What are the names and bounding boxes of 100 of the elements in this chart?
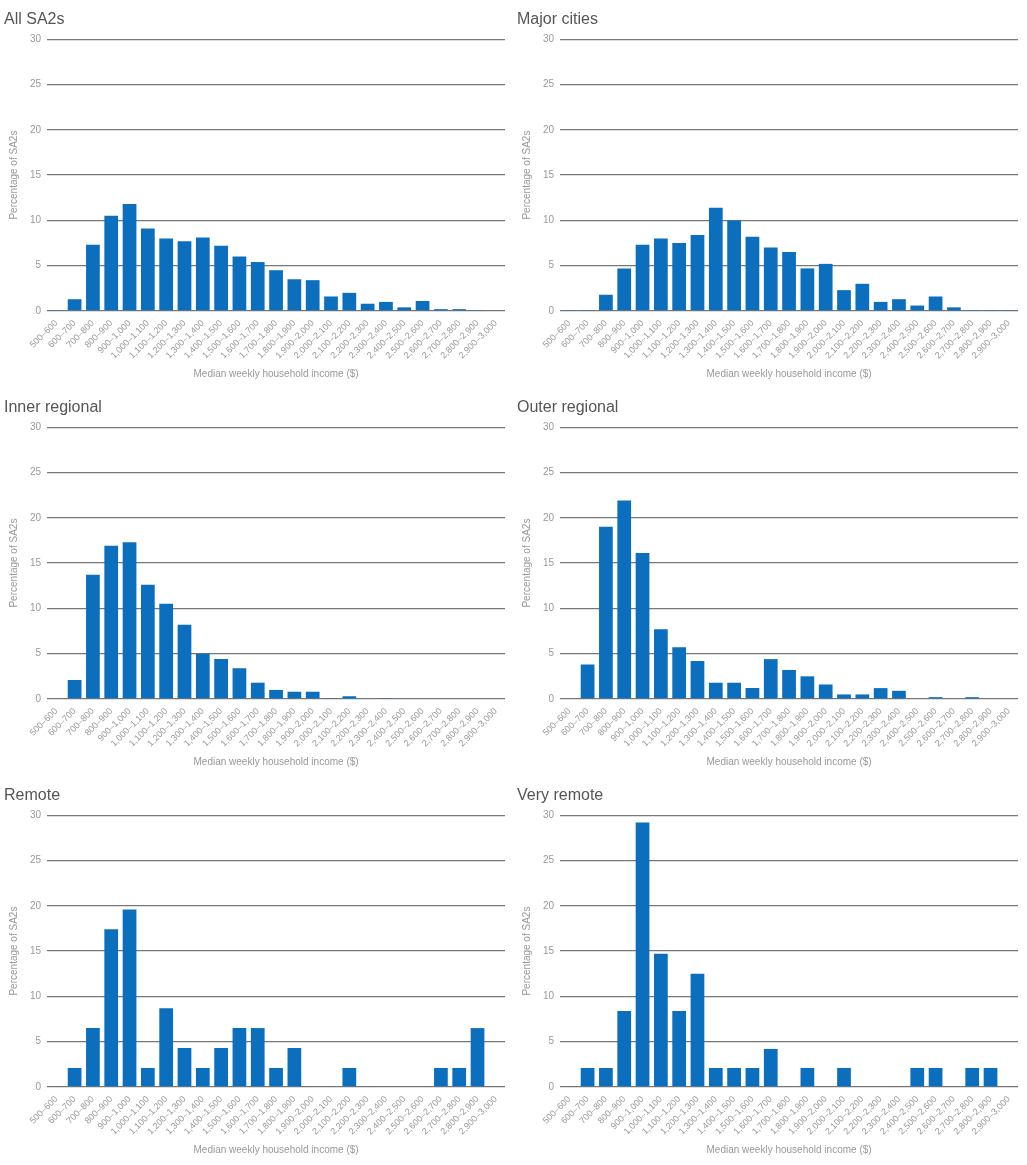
bar xyxy=(360,303,375,311)
bar xyxy=(708,682,723,699)
bar xyxy=(470,1028,485,1087)
bar xyxy=(690,973,705,1087)
bar xyxy=(67,679,82,699)
bar xyxy=(214,1048,228,1087)
bar xyxy=(195,1067,210,1087)
bar xyxy=(727,220,741,311)
bar xyxy=(86,244,100,311)
bar xyxy=(855,283,870,311)
bar xyxy=(580,1067,595,1087)
bar xyxy=(910,1067,925,1087)
bar xyxy=(452,1067,467,1087)
bar xyxy=(305,691,320,699)
bar xyxy=(745,236,760,311)
bar xyxy=(928,296,943,311)
bar xyxy=(800,1067,815,1087)
y-tick-label: 15 xyxy=(543,944,555,956)
y-tick-label: 10 xyxy=(30,990,42,1002)
bar xyxy=(672,1010,687,1087)
bar xyxy=(159,238,174,311)
y-tick-label: 0 xyxy=(548,1080,555,1092)
bar xyxy=(287,279,302,311)
chart-title: All SA2s xyxy=(4,10,65,28)
bar xyxy=(305,280,320,311)
bar xyxy=(324,296,338,311)
y-tick-label: 0 xyxy=(548,304,555,316)
y-tick-label: 30 xyxy=(543,420,555,432)
bar xyxy=(653,629,668,699)
y-tick-label: 20 xyxy=(543,123,555,135)
y-tick-label: 15 xyxy=(30,944,42,956)
bar xyxy=(214,659,228,699)
bar xyxy=(287,1048,302,1087)
bar xyxy=(690,660,705,699)
bar xyxy=(763,659,778,699)
bar xyxy=(617,268,632,311)
y-tick-label: 25 xyxy=(543,78,555,90)
bar xyxy=(837,1067,851,1087)
y-tick-label: 5 xyxy=(35,647,42,659)
bar xyxy=(250,1028,265,1087)
y-tick-label: 20 xyxy=(30,123,42,135)
x-axis-title: Median weekly household income ($) xyxy=(706,367,872,379)
y-tick-label: 20 xyxy=(543,899,555,911)
bar xyxy=(800,268,815,311)
y-tick-label: 0 xyxy=(548,692,555,704)
bar xyxy=(195,237,210,311)
y-axis-title: Percentage of SA2s xyxy=(7,130,19,220)
bar xyxy=(580,664,595,699)
bar xyxy=(415,301,430,311)
bar xyxy=(653,238,668,311)
x-axis-title: Median weekly household income ($) xyxy=(193,1143,359,1155)
bar xyxy=(745,688,760,699)
chart-title: Very remote xyxy=(517,786,604,804)
y-tick-label: 25 xyxy=(30,466,42,478)
y-axis-title: Percentage of SA2s xyxy=(7,518,19,608)
y-tick-label: 5 xyxy=(548,647,555,659)
chart-title: Inner regional xyxy=(4,398,102,416)
bar xyxy=(195,653,210,699)
bar xyxy=(122,204,137,311)
bar xyxy=(214,245,228,311)
bar xyxy=(690,234,705,311)
bar xyxy=(104,545,119,699)
bar xyxy=(617,1010,632,1087)
bar xyxy=(617,500,632,699)
bar xyxy=(892,690,906,699)
bar xyxy=(86,1028,100,1087)
bar xyxy=(342,696,357,699)
chart-title: Outer regional xyxy=(517,398,619,416)
bar xyxy=(873,688,888,699)
x-axis-title: Median weekly household income ($) xyxy=(193,755,359,767)
bar xyxy=(708,207,723,311)
bar xyxy=(140,228,155,311)
bar xyxy=(269,270,283,311)
x-axis-title: Median weekly household income ($) xyxy=(706,755,872,767)
y-tick-label: 30 xyxy=(543,808,555,820)
bar xyxy=(855,694,870,699)
bar xyxy=(67,299,82,311)
y-tick-label: 20 xyxy=(30,511,42,523)
bar xyxy=(342,1067,357,1087)
y-tick-label: 5 xyxy=(35,259,42,271)
bar xyxy=(177,241,192,311)
bar xyxy=(818,684,833,699)
y-tick-label: 0 xyxy=(35,692,42,704)
y-tick-label: 10 xyxy=(543,602,555,614)
y-tick-label: 5 xyxy=(548,1035,555,1047)
y-tick-label: 25 xyxy=(543,466,555,478)
y-tick-label: 10 xyxy=(30,214,42,226)
bar xyxy=(269,689,283,699)
bar xyxy=(873,301,888,311)
bar xyxy=(342,292,357,311)
bar xyxy=(635,553,650,699)
bar xyxy=(104,929,119,1087)
bar xyxy=(86,574,100,699)
y-tick-label: 0 xyxy=(35,304,42,316)
bar xyxy=(782,669,796,699)
y-tick-label: 15 xyxy=(543,168,555,180)
bar xyxy=(745,1067,760,1087)
bar xyxy=(67,1067,82,1087)
bar xyxy=(635,822,650,1087)
bar xyxy=(232,256,247,311)
